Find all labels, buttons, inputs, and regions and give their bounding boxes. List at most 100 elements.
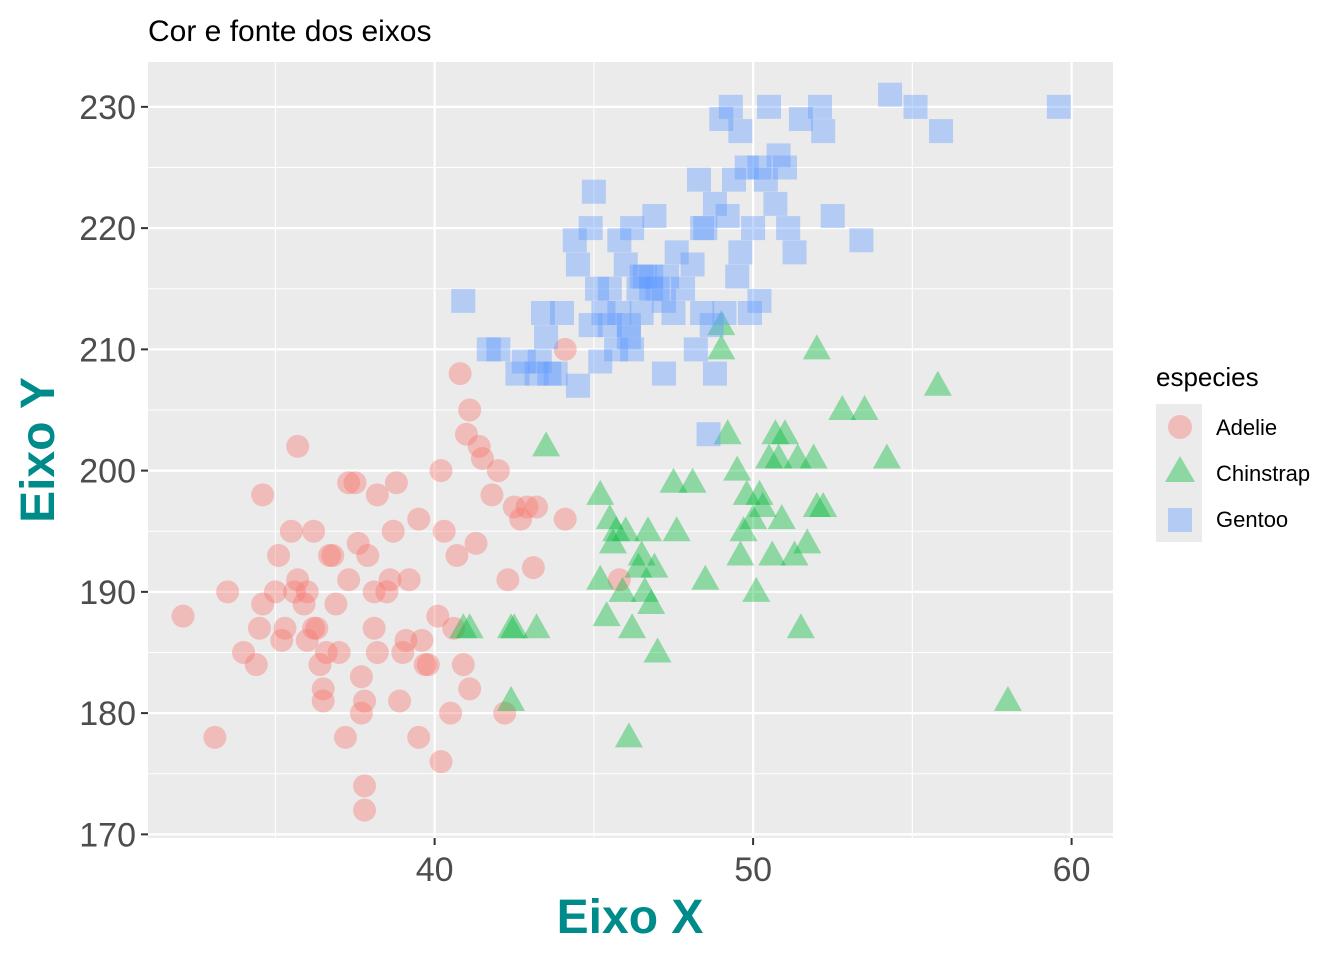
data-points <box>171 82 1071 822</box>
point-gentoo <box>741 216 766 241</box>
point-chinstrap <box>611 516 640 542</box>
point-chinstrap <box>618 613 647 639</box>
point-adelie <box>203 725 227 749</box>
point-adelie <box>216 580 240 604</box>
point-adelie <box>305 616 329 640</box>
point-chinstrap <box>793 528 822 554</box>
point-chinstrap <box>872 443 901 469</box>
point-adelie <box>171 604 195 628</box>
point-gentoo <box>753 167 778 192</box>
point-gentoo <box>565 373 590 398</box>
point-adelie <box>337 471 361 495</box>
point-chinstrap <box>726 540 755 566</box>
point-adelie <box>365 483 389 507</box>
point-chinstrap <box>614 722 643 748</box>
point-gentoo <box>511 349 536 374</box>
point-gentoo <box>651 288 676 313</box>
point-gentoo <box>929 119 954 144</box>
point-adelie <box>337 568 361 592</box>
point-adelie <box>356 543 380 567</box>
point-adelie <box>480 483 504 507</box>
point-adelie <box>365 640 389 664</box>
point-adelie <box>286 434 310 458</box>
point-gentoo <box>578 216 603 241</box>
x-tick-label: 60 <box>1053 851 1091 889</box>
point-adelie <box>314 640 338 664</box>
legend-key-adelie <box>1168 415 1192 439</box>
point-gentoo <box>642 203 667 228</box>
point-chinstrap <box>742 576 771 602</box>
point-adelie <box>247 616 271 640</box>
point-chinstrap <box>455 613 484 639</box>
point-adelie <box>521 556 545 580</box>
point-gentoo <box>903 94 928 119</box>
point-adelie <box>327 640 351 664</box>
chart-title: Cor e fonte dos eixos <box>148 15 432 48</box>
point-gentoo <box>645 276 670 301</box>
point-adelie <box>553 337 577 361</box>
point-chinstrap <box>659 467 688 493</box>
point-gentoo <box>616 313 641 338</box>
point-gentoo <box>629 300 654 325</box>
point-chinstrap <box>602 516 631 542</box>
point-gentoo <box>597 313 622 338</box>
point-adelie <box>553 507 577 531</box>
point-chinstrap <box>748 491 777 517</box>
point-chinstrap <box>764 443 793 469</box>
point-gentoo <box>722 167 747 192</box>
point-gentoo <box>620 337 645 362</box>
y-tick-label: 230 <box>79 89 136 127</box>
point-adelie <box>467 434 491 458</box>
point-adelie <box>525 495 549 519</box>
point-adelie <box>394 628 418 652</box>
legend-label-gentoo: Gentoo <box>1216 507 1288 532</box>
point-gentoo <box>820 203 845 228</box>
x-tick-label: 50 <box>734 851 772 889</box>
point-gentoo <box>639 264 664 289</box>
y-axis-title: Eixo Y <box>12 377 65 523</box>
point-chinstrap <box>497 613 526 639</box>
point-adelie <box>448 362 472 386</box>
point-gentoo <box>530 300 555 325</box>
point-chinstrap <box>640 552 669 578</box>
point-gentoo <box>565 252 590 277</box>
point-chinstrap <box>799 443 828 469</box>
point-adelie <box>429 459 453 483</box>
point-chinstrap <box>755 443 784 469</box>
point-gentoo <box>537 361 562 386</box>
point-adelie <box>295 628 319 652</box>
point-gentoo <box>524 361 549 386</box>
point-chinstrap <box>850 394 879 420</box>
point-adelie <box>349 701 373 725</box>
point-chinstrap <box>767 504 796 530</box>
point-adelie <box>502 495 526 519</box>
point-chinstrap <box>586 564 615 590</box>
point-chinstrap <box>809 491 838 517</box>
point-chinstrap <box>586 479 615 505</box>
point-adelie <box>311 689 335 713</box>
point-chinstrap <box>598 528 627 554</box>
point-adelie <box>493 701 517 725</box>
point-adelie <box>251 592 275 616</box>
point-gentoo <box>1046 94 1071 119</box>
point-adelie <box>263 580 287 604</box>
point-adelie <box>458 398 482 422</box>
point-chinstrap <box>786 613 815 639</box>
point-adelie <box>283 580 307 604</box>
legend-label-chinstrap: Chinstrap <box>1216 461 1310 486</box>
point-gentoo <box>655 264 680 289</box>
point-gentoo <box>664 240 689 265</box>
point-adelie <box>343 471 367 495</box>
point-chinstrap <box>739 504 768 530</box>
point-gentoo <box>788 106 813 131</box>
legend: especies Adelie Chinstrap Gentoo <box>1156 362 1310 542</box>
point-adelie <box>251 483 275 507</box>
point-gentoo <box>607 228 632 253</box>
point-chinstrap <box>522 613 551 639</box>
point-adelie <box>410 628 434 652</box>
point-gentoo <box>607 300 632 325</box>
point-adelie <box>470 446 494 470</box>
point-gentoo <box>671 276 696 301</box>
point-adelie <box>496 568 520 592</box>
point-adelie <box>353 774 377 798</box>
